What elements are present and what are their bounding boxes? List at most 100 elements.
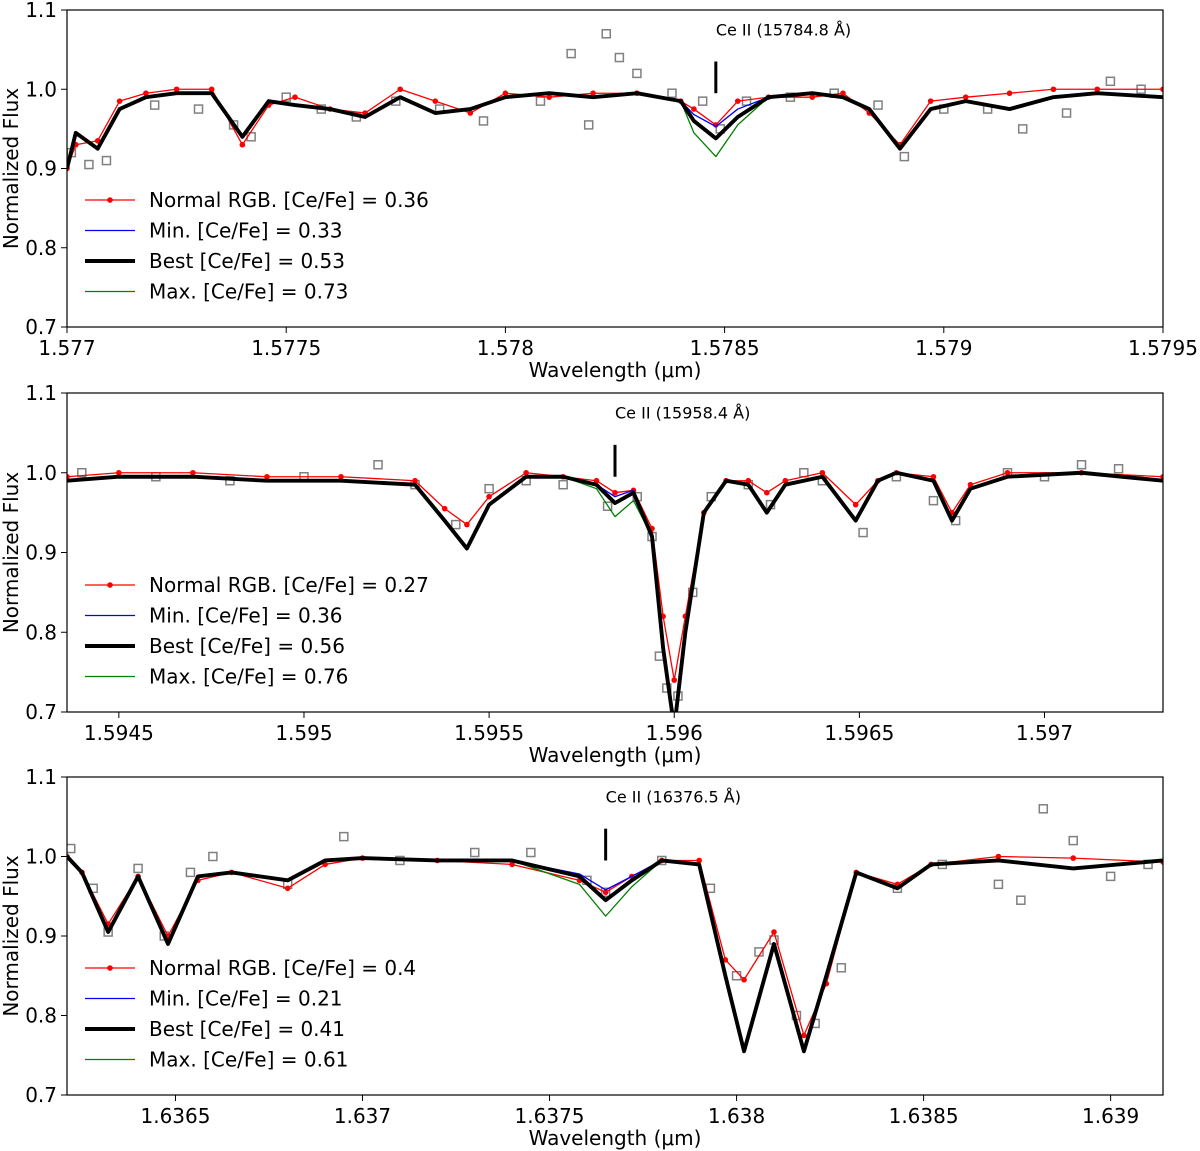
observed-point	[185, 867, 196, 878]
series-marker	[1050, 86, 1057, 93]
observed-point	[601, 29, 611, 39]
annotation: Ce II (16376.5 Å)	[606, 787, 741, 806]
observed-point	[836, 963, 847, 973]
series-marker	[1070, 855, 1077, 861]
observed-point	[632, 68, 642, 79]
series-marker	[208, 86, 215, 93]
series-marker	[509, 861, 515, 868]
series-line	[67, 92, 1163, 169]
x-tick-label: 1.5795	[1128, 336, 1198, 360]
series-marker	[1004, 469, 1011, 476]
series-marker	[995, 853, 1002, 860]
observed-point	[1017, 124, 1028, 134]
x-tick-label: 1.5785	[690, 336, 760, 360]
legend-label: Min. [Ce/Fe] = 0.33	[149, 219, 343, 243]
x-tick-label: 1.638	[708, 1104, 765, 1128]
legend-label: Max. [Ce/Fe] = 0.73	[149, 280, 348, 304]
series-marker	[338, 473, 344, 480]
legend-label: Normal RGB. [Ce/Fe] = 0.36	[149, 188, 429, 212]
series-marker	[852, 501, 859, 508]
observed-point	[928, 495, 939, 506]
observed-point	[697, 96, 708, 106]
plot-area	[67, 804, 1163, 1054]
observed-point	[281, 92, 291, 102]
x-tick-label: 1.578	[477, 336, 534, 360]
x-tick-label: 1.5955	[454, 721, 524, 745]
x-tick-label: 1.597	[1016, 721, 1073, 745]
legend-label: Best [Ce/Fe] = 0.53	[149, 249, 345, 273]
series-marker	[612, 489, 618, 496]
observed-point	[484, 483, 494, 494]
series-marker	[819, 469, 826, 476]
observed-point	[77, 468, 87, 478]
observed-point	[1113, 464, 1124, 474]
observed-point	[208, 851, 218, 862]
legend-label: Best [Ce/Fe] = 0.41	[149, 1017, 345, 1041]
observed-point	[451, 519, 461, 530]
y-tick-label: 1.1	[25, 0, 57, 22]
series-line	[67, 472, 1163, 712]
series-marker	[927, 98, 934, 104]
series-marker	[764, 489, 770, 496]
y-tick-label: 0.7	[25, 1083, 57, 1107]
x-axis-label: Wavelength (μm)	[529, 743, 702, 767]
series-marker	[284, 885, 291, 892]
series-marker	[546, 94, 553, 100]
observed-point	[566, 48, 576, 59]
observed-point	[583, 120, 594, 130]
x-tick-label: 1.577	[38, 336, 95, 360]
y-tick-label: 0.9	[25, 924, 57, 948]
series-marker	[602, 889, 609, 896]
series-marker	[486, 493, 492, 500]
observed-point	[133, 863, 143, 874]
observed-point	[469, 847, 480, 858]
legend-label: Min. [Ce/Fe] = 0.21	[149, 987, 343, 1011]
observed-point	[1105, 871, 1116, 882]
y-tick-label: 0.9	[25, 157, 57, 181]
series-marker	[67, 473, 70, 480]
x-axis-label: Wavelength (μm)	[529, 358, 702, 382]
x-tick-label: 1.6375	[515, 1104, 585, 1128]
y-tick-label: 0.9	[25, 541, 57, 565]
legend-label: Normal RGB. [Ce/Fe] = 0.4	[149, 956, 416, 980]
series-line	[67, 91, 1163, 169]
series-marker	[741, 976, 747, 983]
series-marker	[523, 469, 529, 476]
series-marker	[502, 90, 509, 97]
series-marker	[397, 86, 403, 93]
y-tick-label: 0.7	[25, 700, 57, 724]
series-marker	[143, 90, 149, 97]
observed-point	[478, 116, 489, 126]
x-axis-label: Wavelength (μm)	[529, 1126, 702, 1150]
y-tick-label: 1.1	[25, 765, 57, 789]
series-marker	[745, 477, 752, 484]
observed-point	[149, 100, 160, 110]
series-marker	[441, 505, 448, 512]
series-marker	[292, 94, 298, 100]
observed-point	[731, 971, 742, 981]
series-marker	[734, 98, 741, 104]
y-axis-label: Normalized Flux	[0, 855, 23, 1017]
y-axis-label: Normalized Flux	[0, 472, 23, 634]
x-tick-label: 1.596	[646, 721, 703, 745]
observed-point	[1016, 895, 1026, 905]
observed-point	[667, 88, 677, 98]
annotation: Ce II (15784.8 Å)	[716, 20, 851, 39]
series-marker	[239, 141, 246, 148]
series-marker	[467, 110, 474, 116]
legend-marker	[107, 582, 113, 588]
observed-point	[899, 151, 910, 162]
observed-point	[373, 460, 383, 470]
x-tick-label: 1.637	[334, 1104, 391, 1128]
observed-point	[67, 843, 76, 854]
observed-point	[101, 155, 112, 166]
x-tick-label: 1.639	[1082, 1104, 1139, 1128]
series-marker	[691, 106, 697, 112]
y-axis-label: Normalized Flux	[0, 88, 23, 250]
y-tick-label: 0.7	[25, 315, 57, 339]
observed-point	[602, 501, 613, 511]
x-tick-label: 1.5775	[251, 336, 321, 360]
plot-area	[67, 460, 1163, 712]
observed-point	[873, 100, 883, 110]
